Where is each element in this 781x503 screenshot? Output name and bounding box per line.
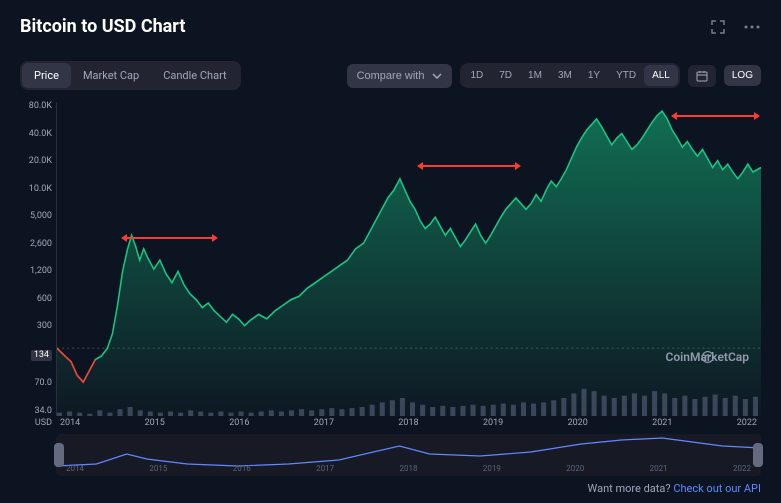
- range-1y[interactable]: 1Y: [580, 65, 608, 86]
- range-all[interactable]: ALL: [644, 65, 678, 86]
- nav-tick: 2014: [66, 464, 84, 473]
- calendar-button[interactable]: [688, 65, 716, 87]
- chevron-down-icon: [432, 73, 442, 79]
- x-tick: 2015: [145, 418, 165, 428]
- range-1m[interactable]: 1M: [520, 65, 550, 86]
- y-tick: 600: [20, 295, 52, 304]
- navigator-plot[interactable]: 2014 2015 2016 2017 2018 2019 2020 2021 2022: [56, 434, 761, 476]
- nav-tick: 2020: [566, 464, 584, 473]
- tab-price[interactable]: Price: [22, 63, 71, 88]
- nav-tick: 2018: [400, 464, 418, 473]
- y-tick: 20.0K: [20, 157, 52, 166]
- x-tick: 2016: [229, 418, 249, 428]
- y-tick: 1,200: [20, 267, 52, 276]
- tab-candle[interactable]: Candle Chart: [151, 63, 238, 88]
- y-tick: 2,600: [20, 240, 52, 249]
- y-tick: 300: [20, 322, 52, 331]
- header-actions: [709, 18, 761, 36]
- y-tick: 10.0K: [20, 185, 52, 194]
- toolbar: Price Market Cap Candle Chart Compare wi…: [20, 61, 761, 90]
- annotation-arrow: [677, 115, 754, 117]
- x-tick: 2018: [398, 418, 418, 428]
- nav-tick: 2021: [650, 464, 668, 473]
- nav-tick: 2017: [316, 464, 334, 473]
- calendar-icon: [696, 70, 708, 82]
- x-tick: 2022: [737, 418, 757, 428]
- time-range-group: 1D7D1M3M1YYTDALL: [460, 63, 679, 88]
- page-title: Bitcoin to USD Chart: [20, 16, 185, 37]
- more-icon[interactable]: [743, 18, 761, 36]
- annotation-arrow: [127, 237, 211, 239]
- y-tick: 5,000: [20, 212, 52, 221]
- fullscreen-icon[interactable]: [709, 18, 727, 36]
- x-axis-wrap: USD 2014 2015 2016 2017 2018 2019 2020 2021 2022: [20, 418, 761, 428]
- x-tick: 2020: [568, 418, 588, 428]
- y-axis: 80.0K 40.0K 20.0K 10.0K 5,000 2,600 1,200 600 30…: [20, 102, 56, 416]
- nav-tick: 2019: [483, 464, 501, 473]
- x-tick: 2019: [483, 418, 503, 428]
- y-tick: 134: [31, 350, 52, 361]
- navigator-line: [56, 438, 761, 466]
- range-ytd[interactable]: YTD: [608, 65, 644, 86]
- compare-button[interactable]: Compare with: [347, 64, 453, 88]
- log-toggle[interactable]: LOG: [724, 65, 761, 86]
- footer: Want more data? Check out our API: [20, 482, 761, 495]
- footer-text: Want more data?: [588, 482, 674, 495]
- price-area: [57, 111, 761, 416]
- range-7d[interactable]: 7D: [491, 65, 520, 86]
- annotation-arrow: [423, 165, 515, 167]
- api-link[interactable]: Check out our API: [673, 482, 761, 495]
- compare-label: Compare with: [357, 70, 425, 82]
- range-1d[interactable]: 1D: [462, 65, 491, 86]
- right-controls: Compare with 1D7D1M3M1YYTDALL LOG: [347, 63, 761, 88]
- chart-type-tabs: Price Market Cap Candle Chart: [20, 61, 241, 90]
- x-tick: 2014: [60, 418, 80, 428]
- y-tick: 34.0: [20, 407, 52, 416]
- y-tick: 70.0: [20, 379, 52, 388]
- navigator: 2014 2015 2016 2017 2018 2019 2020 2021 2022: [20, 434, 761, 476]
- coinmarketcap-icon: [666, 350, 749, 364]
- x-tick: 2021: [652, 418, 672, 428]
- currency-label: USD: [20, 418, 56, 428]
- x-tick: 2017: [314, 418, 334, 428]
- header: Bitcoin to USD Chart: [20, 16, 761, 37]
- chart-plot[interactable]: CoinMarketCap: [56, 102, 761, 416]
- nav-tick: 2022: [733, 464, 751, 473]
- chart-panel: Bitcoin to USD Chart Price Market Cap Ca…: [0, 0, 781, 503]
- nav-tick: 2016: [233, 464, 251, 473]
- chart-area: 80.0K 40.0K 20.0K 10.0K 5,000 2,600 1,200 600 30…: [20, 102, 761, 416]
- nav-tick: 2015: [149, 464, 167, 473]
- y-tick: 80.0K: [20, 102, 52, 111]
- y-tick: 40.0K: [20, 130, 52, 139]
- watermark: CoinMarketCap: [666, 350, 749, 364]
- range-3m[interactable]: 3M: [550, 65, 580, 86]
- x-axis: 2014 2015 2016 2017 2018 2019 2020 2021 2022: [56, 418, 761, 428]
- navigator-labels: 2014 2015 2016 2017 2018 2019 2020 2021 2022: [56, 464, 761, 473]
- tab-marketcap[interactable]: Market Cap: [71, 63, 151, 88]
